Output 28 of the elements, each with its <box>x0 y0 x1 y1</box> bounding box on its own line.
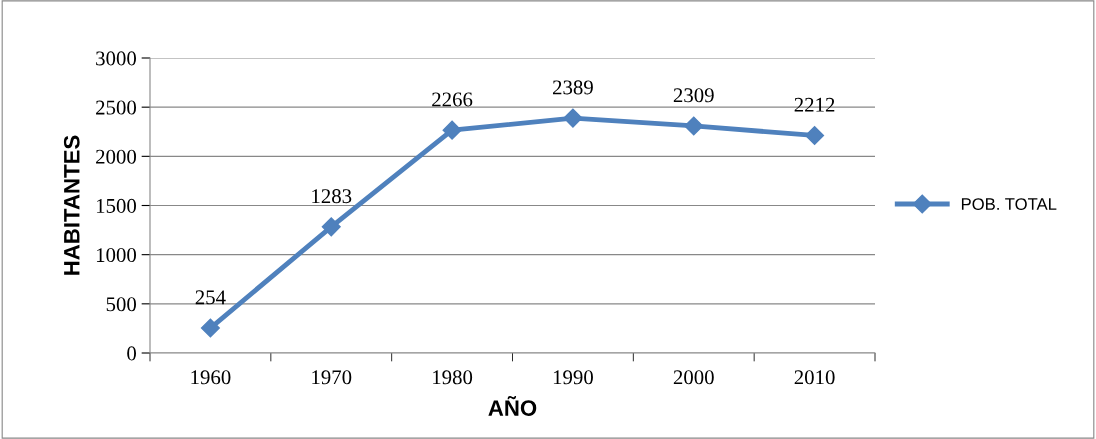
x-tick-label: 1960 <box>191 370 231 385</box>
x-tick-label: 2010 <box>794 370 835 385</box>
data-label: 1283 <box>312 189 352 204</box>
data-label: 254 <box>195 290 226 305</box>
data-label: 2266 <box>432 92 473 107</box>
y-tick-label: 1000 <box>96 248 137 263</box>
point <box>442 120 462 140</box>
y-tick-label: 3000 <box>96 51 137 66</box>
x-tick-label: 1970 <box>312 370 352 385</box>
y-tick-label: 500 <box>106 297 137 312</box>
y-tick-label: 0 <box>127 346 137 361</box>
x-axis-title: AÑO <box>488 395 537 416</box>
y-axis-title: HABITANTES <box>63 135 80 275</box>
x-tick-label: 1980 <box>433 370 473 385</box>
x-tick-label: 2000 <box>673 370 714 385</box>
point <box>200 318 220 338</box>
data-label: 2309 <box>673 88 714 103</box>
y-tick-label: 2000 <box>96 149 137 164</box>
point <box>321 217 341 237</box>
y-tick-label: 1500 <box>96 198 137 213</box>
point <box>684 116 704 136</box>
point <box>563 108 583 128</box>
point <box>805 125 825 146</box>
x-tick-label: 1990 <box>553 370 593 385</box>
data-label: 2212 <box>794 97 835 112</box>
data-label: 2389 <box>553 80 593 95</box>
legend-label: POB. TOTAL <box>961 198 1057 210</box>
y-tick-label: 2500 <box>96 100 137 115</box>
